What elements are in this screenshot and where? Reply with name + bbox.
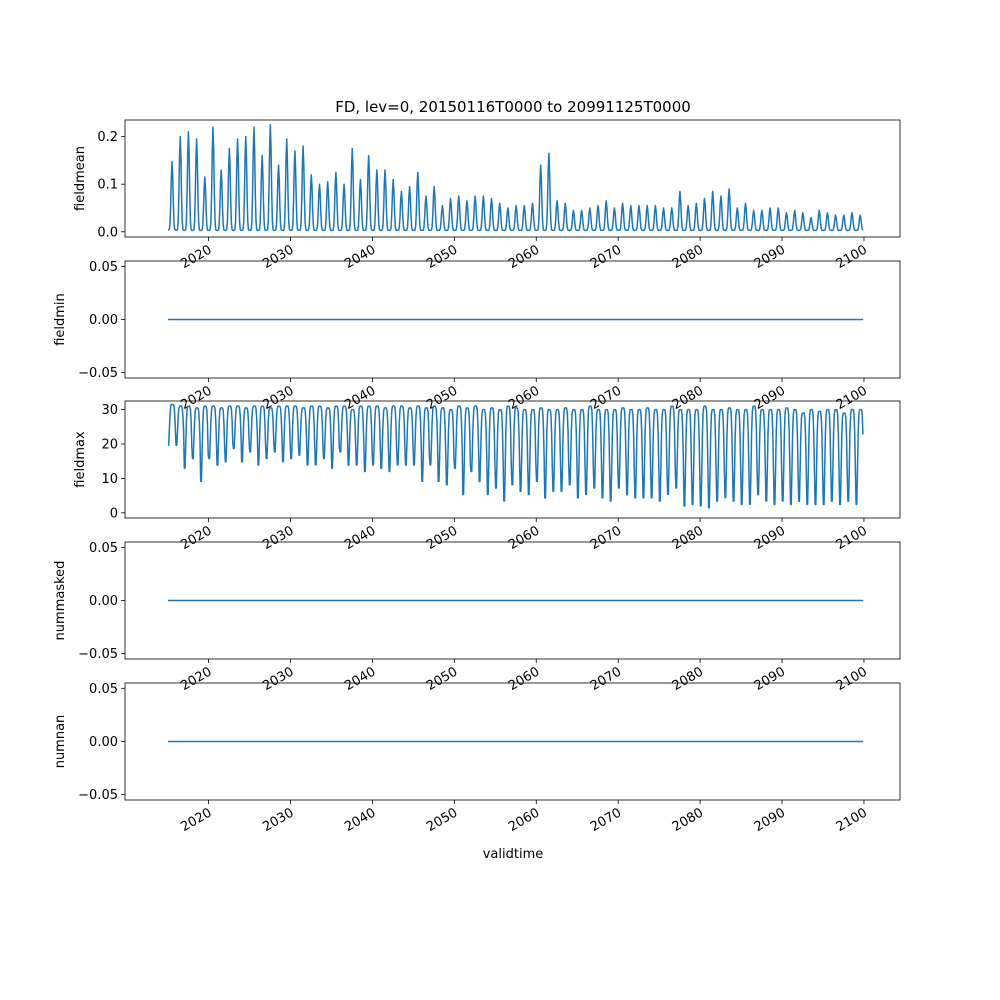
fieldmean-ytick-label: 0.0 (97, 225, 118, 240)
fieldmax-ytick-label: 30 (101, 403, 118, 418)
panel-top-cover (125, 401, 900, 404)
numnan-ytick-label: 0.05 (89, 682, 118, 697)
fieldmax-y-axis-label: fieldmax (73, 431, 88, 488)
fieldmin-ytick-label: 0.00 (89, 313, 118, 328)
fieldmean-y-axis-label: fieldmean (73, 146, 88, 211)
fieldmin-ytick-label: −0.05 (78, 366, 118, 381)
nummasked-ytick-label: 0.00 (89, 594, 118, 609)
fieldmax-axes-frame (124, 400, 901, 519)
fieldmean-ytick-label: 0.1 (97, 178, 118, 193)
nummasked-ytick-label: −0.05 (78, 647, 118, 662)
panel-top-cover (125, 542, 900, 545)
tick-label-clip-layer (125, 261, 900, 686)
fieldmax-ytick-label: 10 (101, 472, 118, 487)
x-axis-label: validtime (483, 847, 544, 862)
fieldmax-ytick-label: 0 (110, 506, 118, 521)
panel-top-cover (125, 261, 900, 264)
numnan-ytick-label: 0.00 (89, 735, 118, 750)
fieldmean-series-line (167, 124, 864, 232)
fieldmin-y-axis-label: fieldmin (53, 293, 68, 346)
fieldmean-ytick-label: 0.2 (97, 130, 118, 145)
nummasked-y-axis-label: nummasked (53, 561, 68, 641)
panel-top-cover (125, 683, 900, 686)
fieldmin-ytick-label: 0.05 (89, 260, 118, 275)
figure-title: FD, lev=0, 20150116T0000 to 20991125T000… (335, 98, 691, 116)
nummasked-ytick-label: 0.05 (89, 541, 118, 556)
fieldmax-series-line (167, 403, 864, 509)
numnan-ytick-label: −0.05 (78, 788, 118, 803)
fieldmean-axes-frame (124, 119, 901, 238)
fieldmax-ytick-label: 20 (101, 438, 118, 453)
numnan-y-axis-label: numnan (53, 715, 68, 769)
